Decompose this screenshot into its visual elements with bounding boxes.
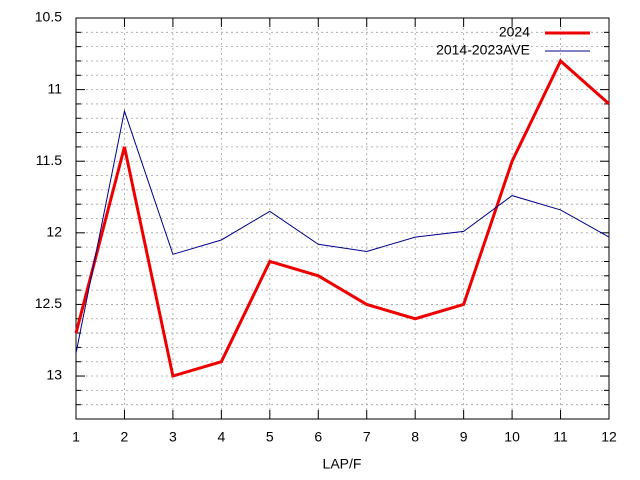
- y-tick-label: 10.5: [35, 9, 62, 25]
- y-tick-label: 13: [46, 367, 62, 383]
- x-tick-label: 4: [217, 429, 225, 445]
- y-tick-label: 12.5: [35, 295, 62, 311]
- x-tick-label: 10: [504, 429, 520, 445]
- x-tick-label: 5: [266, 429, 274, 445]
- x-tick-label: 11: [553, 429, 568, 445]
- x-tick-label: 8: [411, 429, 419, 445]
- x-tick-label: 2: [121, 429, 129, 445]
- legend-label: 2024: [499, 24, 530, 40]
- x-tick-label: 1: [72, 429, 80, 445]
- x-tick-label: 7: [363, 429, 371, 445]
- x-tick-label: 9: [460, 429, 468, 445]
- y-tick-label: 11: [47, 80, 62, 96]
- series-line: [75, 109, 610, 354]
- series-line: [74, 58, 610, 378]
- x-tick-label: 3: [169, 429, 177, 445]
- y-tick-label: 11.5: [36, 152, 62, 168]
- y-tick-label: 12: [46, 224, 62, 240]
- legend-label: 2014-2023AVE: [436, 42, 530, 58]
- x-tick-label: 12: [601, 429, 617, 445]
- x-axis-label: LAP/F: [323, 456, 362, 472]
- x-tick-label: 6: [314, 429, 322, 445]
- plot-frame: [75, 17, 610, 420]
